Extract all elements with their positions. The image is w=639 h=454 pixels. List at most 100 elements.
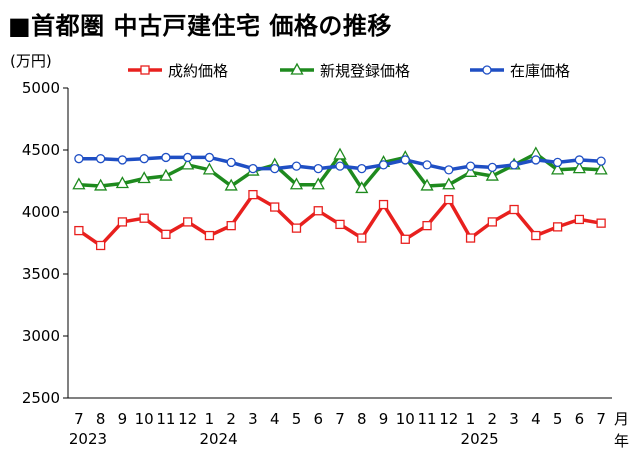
data-point xyxy=(183,152,193,163)
x-tick-label: 10 xyxy=(396,410,415,428)
legend-label: 成約価格 xyxy=(168,62,228,80)
data-point xyxy=(400,155,410,165)
x-tick-label: 1 xyxy=(205,410,215,428)
data-point xyxy=(248,163,258,174)
data-point xyxy=(485,168,499,181)
data-point xyxy=(94,178,108,191)
data-point xyxy=(161,152,171,163)
y-tick-label: 4000 xyxy=(22,203,60,221)
x-tick-label: 2 xyxy=(226,410,236,428)
y-tick-label: 3000 xyxy=(22,327,60,345)
x-tick-label: 3 xyxy=(248,410,258,428)
x-tick-label: 8 xyxy=(357,410,367,428)
data-point xyxy=(139,213,149,223)
data-point xyxy=(291,161,302,171)
data-point xyxy=(422,160,432,170)
data-point xyxy=(400,234,410,244)
data-point xyxy=(161,229,171,239)
x-tick-label: 7 xyxy=(596,410,606,428)
data-point xyxy=(202,162,217,175)
data-point xyxy=(572,161,586,174)
y-tick-label: 4500 xyxy=(22,141,60,159)
data-point xyxy=(552,157,563,168)
x-tick-label: 3 xyxy=(509,410,519,428)
x-tick-label: 12 xyxy=(439,410,458,428)
data-point xyxy=(311,177,325,190)
x-year-label: 2025 xyxy=(461,430,499,448)
x-tick-label: 4 xyxy=(531,410,541,428)
data-point xyxy=(378,160,389,170)
data-point xyxy=(226,220,236,231)
data-point xyxy=(95,240,106,251)
series-layer xyxy=(72,146,608,251)
data-point xyxy=(594,162,608,175)
x-tick-label: 6 xyxy=(313,410,323,428)
data-point xyxy=(74,154,84,164)
data-point xyxy=(115,176,129,189)
data-point xyxy=(291,223,302,233)
data-point xyxy=(444,194,454,205)
x-tick-label: 1 xyxy=(466,410,476,428)
x-tick-label: 5 xyxy=(553,410,563,428)
data-point xyxy=(551,162,565,175)
data-point xyxy=(117,217,128,227)
data-point xyxy=(531,155,541,165)
data-point xyxy=(95,154,106,164)
data-point xyxy=(72,177,86,190)
x-year-label: 2024 xyxy=(199,430,237,448)
x-tick-label: 8 xyxy=(96,410,106,428)
x-unit-label-month: 月 xyxy=(614,410,629,428)
data-point xyxy=(224,178,238,191)
data-point xyxy=(378,199,389,210)
x-unit-label-year: 年 xyxy=(614,432,629,450)
data-point xyxy=(487,217,497,227)
x-tick-label: 11 xyxy=(417,410,436,428)
x-tick-label: 11 xyxy=(156,410,175,428)
data-point xyxy=(509,204,519,215)
legend-label: 在庫価格 xyxy=(510,62,570,80)
y-unit-label: (万円) xyxy=(10,52,52,70)
data-point xyxy=(422,220,432,231)
series-1 xyxy=(74,189,606,251)
chart-title: ■首都圏 中古戸建住宅 価格の推移 xyxy=(8,12,392,40)
data-point xyxy=(183,217,193,227)
x-tick-label: 6 xyxy=(575,410,585,428)
y-tick-label: 3500 xyxy=(22,265,60,283)
x-tick-label: 5 xyxy=(292,410,302,428)
data-point xyxy=(74,225,84,236)
data-point xyxy=(420,178,434,191)
x-tick-label: 10 xyxy=(135,410,154,428)
legend-entry: 在庫価格 xyxy=(470,62,570,80)
data-point xyxy=(335,219,345,230)
data-point xyxy=(335,161,345,171)
data-point xyxy=(137,171,151,184)
data-point xyxy=(313,206,323,216)
data-point xyxy=(270,202,280,212)
data-point xyxy=(248,189,258,200)
x-tick-label: 2 xyxy=(488,410,498,428)
y-tick-label: 5000 xyxy=(22,79,60,97)
x-year-label: 2023 xyxy=(69,430,107,448)
data-point xyxy=(465,161,476,171)
data-point xyxy=(226,157,236,168)
data-point xyxy=(313,163,323,174)
data-point xyxy=(117,155,128,165)
data-point xyxy=(357,163,367,174)
legend-marker xyxy=(482,65,492,75)
data-point xyxy=(509,160,519,170)
x-tick-label: 7 xyxy=(335,410,345,428)
legend-marker xyxy=(290,62,304,75)
data-point xyxy=(204,152,215,163)
data-point xyxy=(139,154,149,164)
data-point xyxy=(204,230,215,241)
data-point xyxy=(159,168,173,181)
x-tick-label: 12 xyxy=(178,410,197,428)
data-point xyxy=(181,157,195,170)
data-point xyxy=(357,233,367,243)
data-point xyxy=(574,155,585,165)
legend-entry: 新規登録価格 xyxy=(280,62,410,80)
data-point xyxy=(596,156,606,166)
data-point xyxy=(333,147,347,160)
